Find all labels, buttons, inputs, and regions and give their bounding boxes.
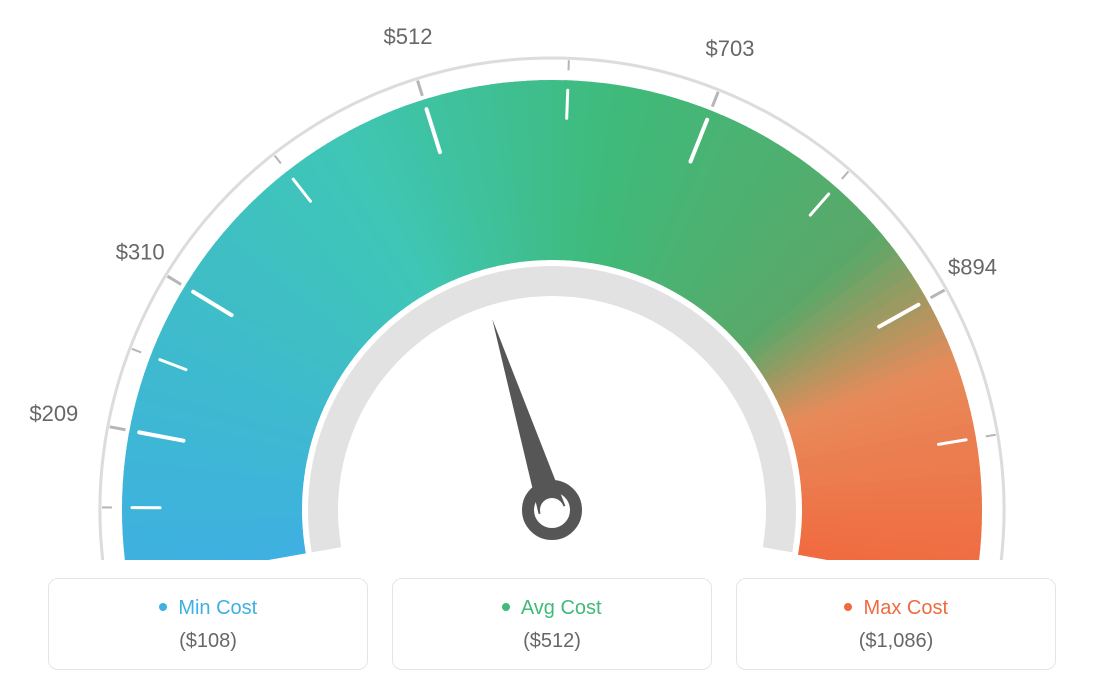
legend-label-avg-text: Avg Cost xyxy=(521,597,602,619)
legend-label-max: Max Cost xyxy=(749,597,1043,620)
cost-gauge-container: $108$209$310$512$703$894$1,086 Min Cost … xyxy=(0,0,1104,690)
legend-label-min: Min Cost xyxy=(61,597,355,620)
legend-dot-max xyxy=(844,603,852,611)
svg-text:$209: $209 xyxy=(29,401,78,426)
legend-value-avg: ($512) xyxy=(405,630,699,653)
svg-text:$512: $512 xyxy=(384,24,433,49)
legend-label-avg: Avg Cost xyxy=(405,597,699,620)
legend-dot-avg xyxy=(502,603,510,611)
svg-text:$703: $703 xyxy=(706,36,755,61)
svg-text:$310: $310 xyxy=(116,240,165,265)
legend-card-avg: Avg Cost ($512) xyxy=(392,578,712,670)
svg-text:$894: $894 xyxy=(948,254,997,279)
legend-row: Min Cost ($108) Avg Cost ($512) Max Cost… xyxy=(0,578,1104,670)
legend-card-max: Max Cost ($1,086) xyxy=(736,578,1056,670)
legend-label-max-text: Max Cost xyxy=(864,597,948,619)
legend-value-max: ($1,086) xyxy=(749,630,1043,653)
legend-value-min: ($108) xyxy=(61,630,355,653)
legend-label-min-text: Min Cost xyxy=(178,597,257,619)
legend-dot-min xyxy=(159,603,167,611)
legend-card-min: Min Cost ($108) xyxy=(48,578,368,670)
gauge-chart: $108$209$310$512$703$894$1,086 xyxy=(0,0,1104,560)
